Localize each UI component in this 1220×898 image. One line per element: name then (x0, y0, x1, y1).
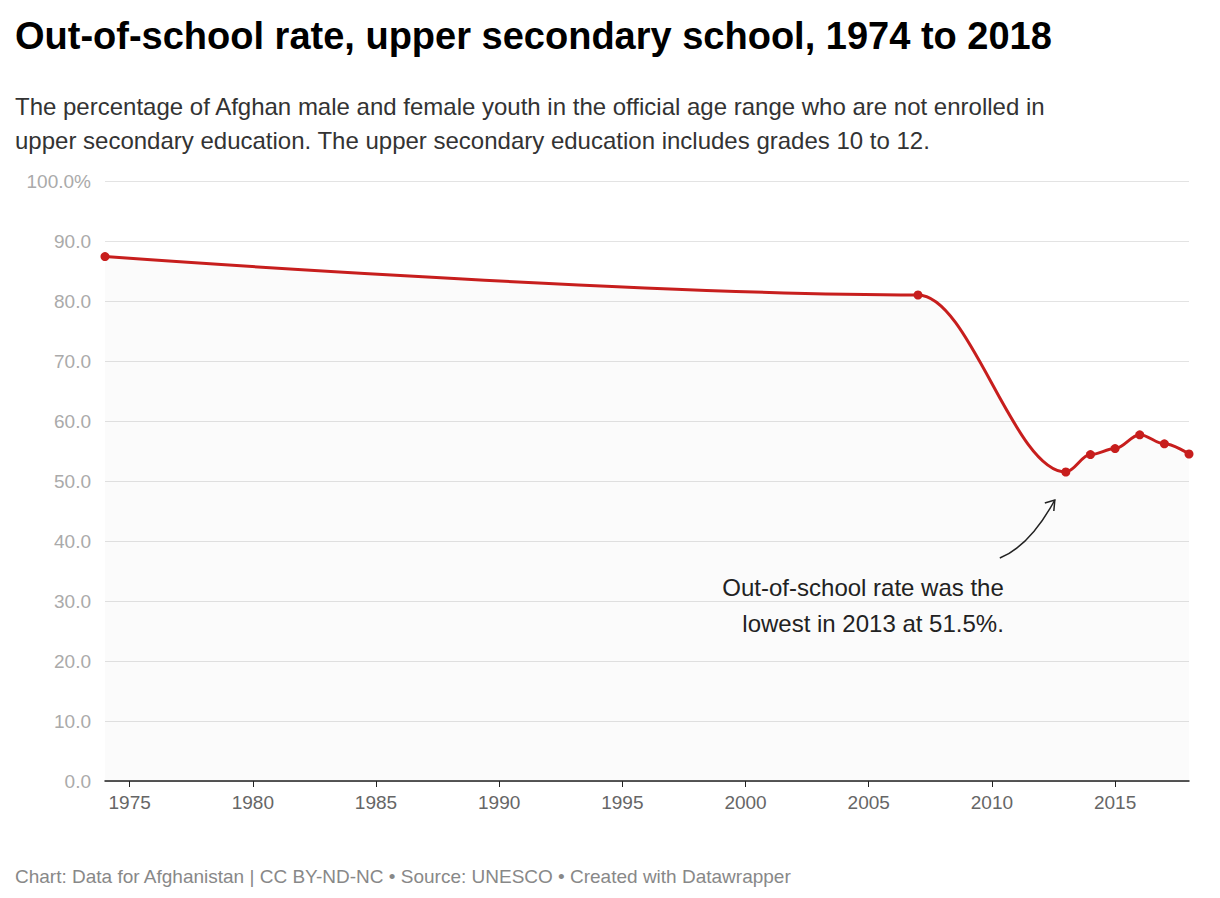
svg-text:80.0: 80.0 (54, 291, 91, 312)
svg-text:lowest in 2013 at 51.5%.: lowest in 2013 at 51.5%. (742, 610, 1004, 637)
svg-text:90.0: 90.0 (54, 231, 91, 252)
svg-text:0.0: 0.0 (65, 771, 91, 792)
svg-text:10.0: 10.0 (54, 711, 91, 732)
svg-text:1995: 1995 (601, 792, 643, 813)
svg-text:100.0%: 100.0% (27, 171, 92, 192)
svg-text:Out-of-school rate was the: Out-of-school rate was the (722, 574, 1003, 601)
svg-text:upper secondary education. The: upper secondary education. The upper sec… (15, 127, 930, 154)
svg-text:70.0: 70.0 (54, 351, 91, 372)
svg-text:2015: 2015 (1094, 792, 1136, 813)
svg-text:2005: 2005 (848, 792, 890, 813)
svg-text:2000: 2000 (724, 792, 766, 813)
svg-text:20.0: 20.0 (54, 651, 91, 672)
svg-text:60.0: 60.0 (54, 411, 91, 432)
svg-text:50.0: 50.0 (54, 471, 91, 492)
svg-text:30.0: 30.0 (54, 591, 91, 612)
svg-text:Out-of-school rate, upper seco: Out-of-school rate, upper secondary scho… (15, 15, 1052, 57)
svg-text:2010: 2010 (971, 792, 1013, 813)
svg-text:40.0: 40.0 (54, 531, 91, 552)
svg-text:1980: 1980 (232, 792, 274, 813)
svg-text:Chart: Data for Afghanistan |: Chart: Data for Afghanistan | CC BY-ND-N… (15, 866, 791, 887)
svg-text:1990: 1990 (478, 792, 520, 813)
svg-text:1975: 1975 (108, 792, 150, 813)
svg-text:1985: 1985 (355, 792, 397, 813)
svg-text:The percentage of Afghan male: The percentage of Afghan male and female… (15, 93, 1045, 120)
